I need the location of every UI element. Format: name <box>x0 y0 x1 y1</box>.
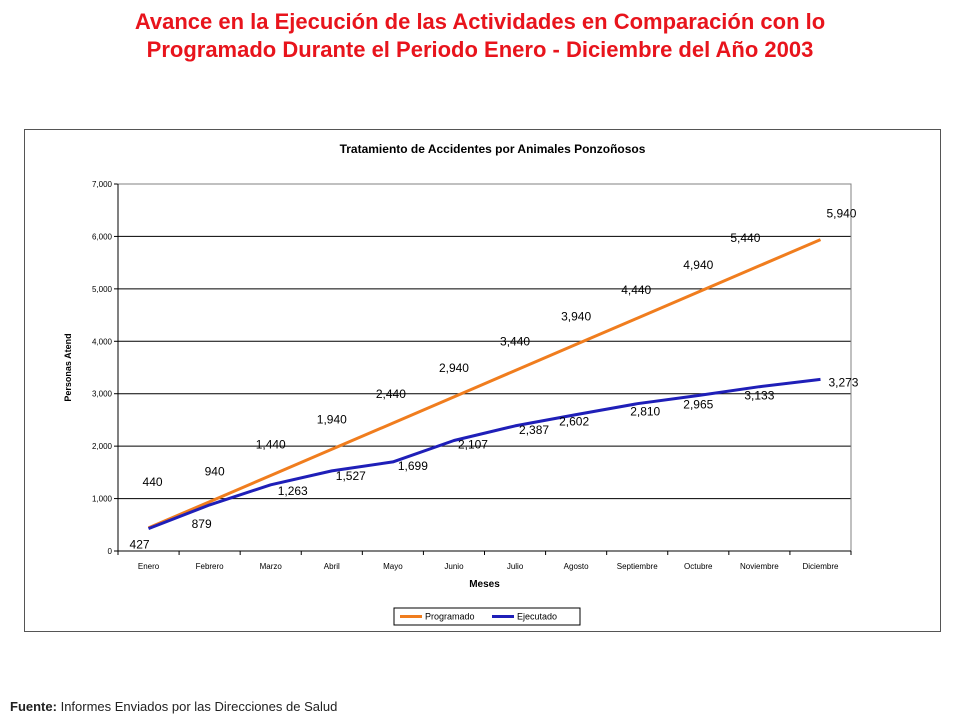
line-chart: Tratamiento de Accidentes por Animales P… <box>63 142 859 626</box>
y-tick-label: 3,000 <box>92 390 113 399</box>
data-label-programado: 5,940 <box>826 207 856 221</box>
data-label-ejecutado: 2,107 <box>458 438 488 452</box>
data-label-ejecutado: 879 <box>192 517 212 531</box>
data-label-ejecutado: 2,810 <box>630 405 660 419</box>
x-tick-label: Enero <box>138 562 160 571</box>
data-label-programado: 2,440 <box>376 387 406 401</box>
source-label: Fuente: <box>10 699 57 714</box>
data-label-programado: 3,440 <box>500 335 530 349</box>
y-tick-label: 5,000 <box>92 285 113 294</box>
x-tick-label: Noviembre <box>740 562 779 571</box>
slide-title-line-2: Programado Durante el Periodo Enero - Di… <box>146 37 814 62</box>
data-label-programado: 1,940 <box>317 412 347 426</box>
series-line-ejecutado <box>147 377 821 530</box>
x-tick-label: Junio <box>444 562 464 571</box>
legend-label-ejecutado: Ejecutado <box>517 612 557 622</box>
data-label-programado: 4,440 <box>621 283 651 297</box>
data-label-ejecutado: 1,263 <box>278 484 308 498</box>
y-tick-label: 2,000 <box>92 442 113 451</box>
x-tick-label: Agosto <box>564 562 589 571</box>
slide-title-line-1: Avance en la Ejecución de las Actividade… <box>134 9 826 34</box>
y-tick-label: 7,000 <box>92 180 113 189</box>
y-tick-label: 1,000 <box>92 495 113 504</box>
y-axis-label: Personas Atend <box>63 333 73 401</box>
series-line-programado <box>147 238 822 530</box>
x-tick-label: Febrero <box>196 562 225 571</box>
x-tick-label: Diciembre <box>802 562 839 571</box>
data-label-ejecutado: 2,387 <box>519 423 549 437</box>
x-tick-label: Septiembre <box>617 562 658 571</box>
source-note: Fuente: Informes Enviados por las Direcc… <box>10 699 337 714</box>
x-tick-label: Mayo <box>383 562 403 571</box>
legend-label-programado: Programado <box>425 612 475 622</box>
data-label-programado: 440 <box>143 475 163 489</box>
data-label-ejecutado: 2,602 <box>559 415 589 429</box>
y-tick-label: 6,000 <box>92 232 113 241</box>
legend <box>393 607 581 626</box>
x-tick-label: Octubre <box>684 562 713 571</box>
data-label-ejecutado: 3,273 <box>828 375 858 389</box>
data-label-ejecutado: 427 <box>130 538 150 552</box>
x-tick-label: Abril <box>324 562 340 571</box>
x-axis-label: Meses <box>469 579 500 590</box>
y-tick-label: 0 <box>108 547 113 556</box>
chart-frame: Tratamiento de Accidentes por Animales P… <box>24 129 941 632</box>
data-label-programado: 1,440 <box>256 438 286 452</box>
x-tick-label: Julio <box>507 562 524 571</box>
data-label-ejecutado: 1,699 <box>398 459 428 473</box>
data-label-ejecutado: 3,133 <box>744 389 774 403</box>
data-label-ejecutado: 1,527 <box>336 469 366 483</box>
x-tick-label: Marzo <box>260 562 283 571</box>
data-label-programado: 4,940 <box>683 258 713 272</box>
chart-title: Tratamiento de Accidentes por Animales P… <box>340 142 646 156</box>
slide-title: Avance en la Ejecución de las Actividade… <box>20 8 940 64</box>
data-label-ejecutado: 2,965 <box>683 398 713 412</box>
data-label-programado: 5,440 <box>730 231 760 245</box>
y-tick-label: 4,000 <box>92 337 113 346</box>
data-label-programado: 2,940 <box>439 361 469 375</box>
source-text: Informes Enviados por las Direcciones de… <box>60 699 338 714</box>
data-label-programado: 3,940 <box>561 309 591 323</box>
data-label-programado: 940 <box>205 465 225 479</box>
